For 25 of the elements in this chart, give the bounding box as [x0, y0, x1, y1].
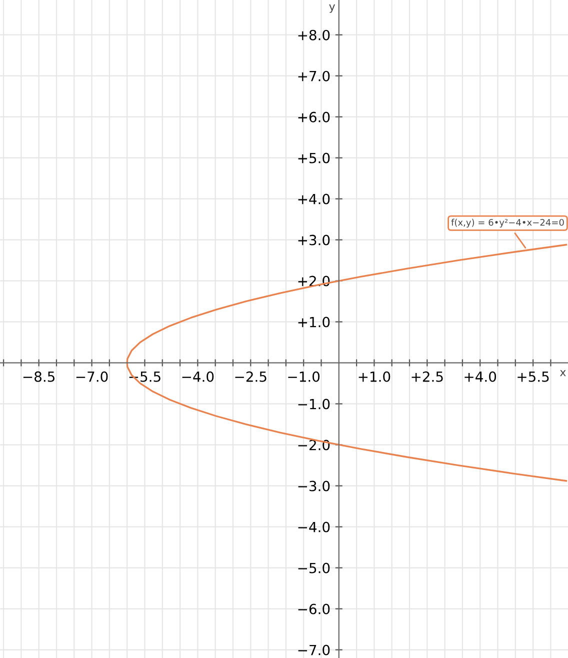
- x-tick-label: +1.0: [358, 371, 390, 382]
- annotation: f(x,y) = 6•y²−4•x−24=0: [451, 218, 564, 228]
- y-tick-label: −6.0: [298, 604, 330, 614]
- x-tick-label: −8.5: [23, 371, 54, 382]
- y-tick-label: −7.0: [298, 644, 330, 656]
- x-tick-label: −2.5: [235, 371, 266, 382]
- y-tick-label: −4.0: [298, 522, 330, 532]
- y-tick-label: +7.0: [298, 70, 330, 82]
- y-axis-title: y: [329, 4, 336, 13]
- y-tick-label: +4.0: [298, 194, 330, 204]
- y-tick-label: −1.0: [298, 398, 330, 410]
- y-tick-label: +8.0: [298, 30, 330, 40]
- x-tick-label: −1.0: [288, 371, 320, 382]
- y-tick-label: +5.0: [298, 152, 330, 164]
- x-tick-label: +5.5: [518, 372, 549, 382]
- y-tick-label: −5.0: [298, 562, 330, 574]
- y-tick-label: +3.0: [298, 234, 330, 246]
- x-tick-label: −7.0: [76, 371, 108, 382]
- y-tick-label: +1.0: [298, 316, 330, 328]
- y-tick-label: +6.0: [298, 112, 330, 122]
- x-tick-label: +4.0: [464, 371, 496, 382]
- x-tick-label: +2.5: [412, 371, 443, 382]
- x-tick-label: −4.0: [182, 371, 214, 382]
- y-tick-label: −3.0: [298, 480, 330, 492]
- x-axis-title: x: [560, 370, 566, 376]
